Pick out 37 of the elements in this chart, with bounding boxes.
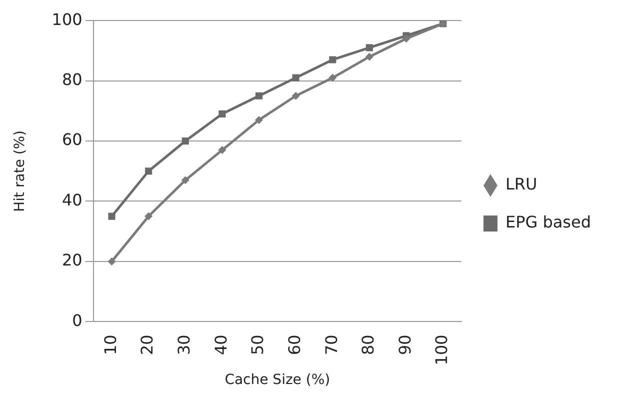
point [218, 146, 226, 154]
y-axis-title: Hit rate (%) [12, 130, 28, 212]
x-axis-title: Cache Size (%) [224, 372, 330, 388]
point [254, 116, 263, 124]
point [292, 74, 300, 82]
x-tick-label: 50 [248, 334, 268, 356]
point [218, 110, 226, 118]
point [108, 257, 116, 266]
point [181, 176, 190, 184]
point [145, 168, 152, 175]
point [366, 44, 373, 52]
point [292, 92, 300, 100]
point [402, 34, 410, 43]
y-tick-label: 0 [72, 310, 82, 330]
x-tick-label: 70 [322, 334, 341, 356]
legend-label: EPG based [505, 212, 592, 232]
x-tick-label: 30 [174, 334, 194, 356]
point [182, 137, 189, 145]
x-tick-label: 80 [358, 334, 378, 356]
x-tick-label: 40 [211, 334, 230, 356]
x-tick-label: 20 [138, 334, 157, 356]
point [144, 212, 153, 220]
point [329, 56, 336, 64]
y-tick-label: 60 [62, 130, 82, 150]
point [255, 92, 263, 100]
point [365, 52, 374, 61]
legend-label: LRU [505, 174, 538, 194]
y-tick-label: 20 [62, 250, 82, 270]
point [108, 212, 116, 220]
x-tick-label: 10 [100, 334, 120, 356]
y-tick-label: 40 [62, 190, 82, 210]
y-tick-label: 100 [52, 10, 82, 29]
x-tick-label: 100 [432, 334, 452, 366]
point [328, 74, 337, 82]
x-tick-label: 90 [395, 334, 414, 356]
x-tick-label: 60 [284, 334, 304, 356]
y-tick-label: 80 [62, 70, 82, 89]
